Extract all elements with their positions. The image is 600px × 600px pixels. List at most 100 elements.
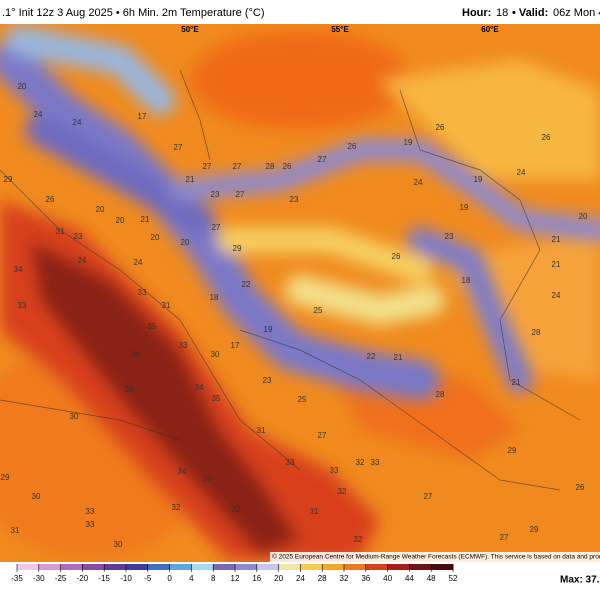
temperature-label: 26	[348, 142, 357, 151]
temperature-label: 33	[138, 288, 147, 297]
temperature-label: 33	[179, 341, 188, 350]
temperature-label: 33	[86, 520, 95, 529]
temperature-label: 33	[86, 507, 95, 516]
temperature-label: 26	[283, 162, 292, 171]
temperature-label: 25	[314, 306, 323, 315]
temperature-label: 26	[576, 483, 585, 492]
valid: 06z Mon 4	[553, 7, 600, 19]
colorbar-segment	[365, 564, 389, 570]
temperature-label: 27	[500, 533, 509, 542]
colorbar-label: 20	[274, 574, 283, 583]
temperature-label: 35	[203, 474, 212, 483]
temperature-label: 20	[116, 216, 125, 225]
temperature-label: 29	[530, 525, 539, 534]
temperature-label: 18	[462, 276, 471, 285]
longitude-label: 55°E	[331, 25, 349, 34]
temperature-label: 27	[174, 143, 183, 152]
temperature-label: 31	[257, 426, 266, 435]
temperature-label: 27	[233, 162, 242, 171]
temperature-label: 34	[14, 265, 23, 274]
colorbar-label: 36	[361, 574, 370, 583]
colorbar-label: 4	[189, 574, 194, 583]
colorbar-label: 0	[167, 574, 172, 583]
temperature-label: 32	[354, 535, 363, 544]
colorbar-segment	[409, 564, 432, 570]
colorbar-label: 24	[296, 574, 305, 583]
colorbar-segment	[235, 564, 258, 570]
colorbar-segment	[38, 564, 62, 570]
colorbar-segment	[17, 564, 40, 570]
temperature-label: 32	[356, 458, 365, 467]
colorbar-label: -35	[11, 574, 23, 583]
colorbar-segment	[213, 564, 236, 570]
colorbar-label: 12	[231, 574, 240, 583]
temperature-label: 27	[318, 431, 327, 440]
temperature-label: 24	[414, 178, 423, 187]
temperature-label: 28	[436, 390, 445, 399]
colorbar-segment	[126, 564, 149, 570]
temperature-label: 19	[404, 138, 413, 147]
colorbar-segment	[256, 564, 280, 570]
longitude-label: 60°E	[481, 25, 499, 34]
colorbar-label: -5	[144, 574, 152, 583]
credit-bg	[270, 552, 600, 562]
longitude-label: 50°E	[181, 25, 199, 34]
temperature-label: 23	[445, 232, 454, 241]
colorbar-label: 16	[252, 574, 261, 583]
temperature-label: 26	[392, 252, 401, 261]
colorbar-label: -25	[55, 574, 67, 583]
temperature-label: 28	[266, 162, 275, 171]
colorbar-label: -15	[98, 574, 110, 583]
temperature-label: 33	[371, 458, 380, 467]
colorbar-segment	[147, 564, 171, 570]
temperature-label: 23	[263, 376, 272, 385]
temperature-label: 19	[474, 175, 483, 184]
temperature-label: 30	[70, 412, 79, 421]
temperature-label: 24	[134, 258, 143, 267]
temperature-label: 32	[338, 487, 347, 496]
temperature-label: 29	[233, 244, 242, 253]
colorbar-label: -30	[33, 574, 45, 583]
colorbar-segment	[169, 564, 192, 570]
credit: © 2025 European Centre for Medium-Range …	[272, 553, 600, 561]
temperature-label: 24	[34, 110, 43, 119]
hour-label: Hour:	[462, 7, 491, 19]
temperature-label: 17	[231, 341, 240, 350]
temperature-label: 22	[367, 352, 376, 361]
temperature-label: 32	[232, 505, 241, 514]
temperature-label: 21	[512, 378, 521, 387]
temperature-label: 33	[286, 458, 295, 467]
colorbar-segment	[387, 564, 410, 570]
temperature-label: 23	[290, 195, 299, 204]
colorbar-label: 32	[340, 574, 349, 583]
header-bar	[0, 0, 600, 24]
temperature-label: 24	[517, 168, 526, 177]
header-title: .1° Init 12z 3 Aug 2025 • 6h Min. 2m Tem…	[2, 7, 265, 19]
temperature-label: 19	[460, 203, 469, 212]
temperature-label: 36	[125, 385, 134, 394]
temperature-label: 24	[552, 291, 561, 300]
temperature-label: 34	[195, 383, 204, 392]
temperature-label: 30	[32, 492, 41, 501]
temperature-label: 31	[56, 227, 65, 236]
temperature-label: 31	[11, 526, 20, 535]
temperature-label: 20	[579, 212, 588, 221]
colorbar-segment	[278, 564, 301, 570]
temperature-label: 29	[4, 175, 13, 184]
temperature-label: 26	[542, 133, 551, 142]
colorbar-segment	[191, 564, 214, 570]
colorbar-label: -20	[77, 574, 89, 583]
colorbar-label: 40	[383, 574, 392, 583]
temperature-label: 27	[318, 155, 327, 164]
colorbar-label: 8	[211, 574, 216, 583]
temperature-label: 33	[18, 301, 27, 310]
max-value: Max: 37.3	[560, 575, 600, 586]
temperature-label: 25	[298, 395, 307, 404]
temperature-label: 26	[46, 195, 55, 204]
temperature-label: 23	[74, 232, 83, 241]
temperature-label: 32	[172, 503, 181, 512]
temperature-label: 17	[138, 112, 147, 121]
temperature-label: 26	[436, 123, 445, 132]
temperature-label: 24	[73, 118, 82, 127]
